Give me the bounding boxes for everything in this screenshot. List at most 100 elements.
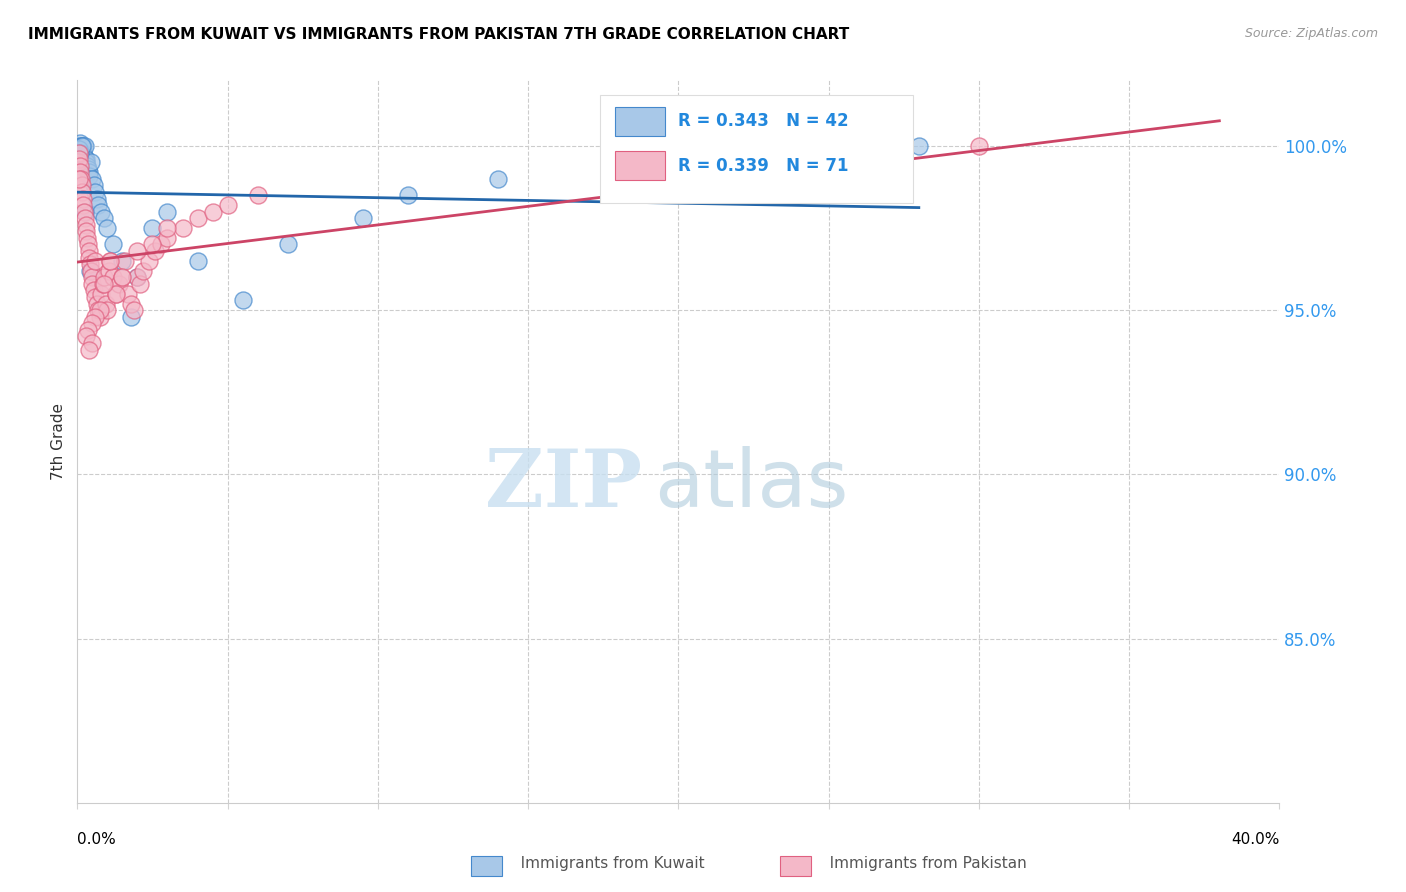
Point [79,169,101,183]
Point [70,139,93,153]
Point [186,254,209,268]
Point [141,237,163,252]
Point [111,270,134,285]
Point [73,149,96,163]
Point [67,155,90,169]
Point [86,296,108,310]
Point [94,296,117,310]
Point [103,270,125,285]
Point [84,185,107,199]
Point [103,237,125,252]
Point [80,155,103,169]
Point [277,237,299,252]
Point [86,192,108,206]
Point [76,159,98,173]
Point [77,244,100,258]
Point [129,277,152,291]
Point [70,171,93,186]
Point [145,244,167,258]
Point [72,192,94,206]
Point [79,264,101,278]
Point [84,290,107,304]
Point [396,188,419,202]
Point [93,270,115,285]
Text: Immigrants from Kuwait: Immigrants from Kuwait [506,856,704,871]
Text: atlas: atlas [654,446,849,524]
Point [186,211,209,226]
Point [76,237,98,252]
Point [69,136,91,150]
Point [201,204,224,219]
Point [72,139,94,153]
Text: IMMIGRANTS FROM KUWAIT VS IMMIGRANTS FROM PAKISTAN 7TH GRADE CORRELATION CHART: IMMIGRANTS FROM KUWAIT VS IMMIGRANTS FRO… [28,27,849,42]
Text: Immigrants from Pakistan: Immigrants from Pakistan [815,856,1028,871]
Point [93,211,115,226]
Point [83,284,105,298]
Y-axis label: 7th Grade: 7th Grade [51,403,66,480]
Point [908,139,931,153]
Point [79,251,101,265]
Point [75,155,97,169]
Point [138,254,160,268]
Point [96,221,118,235]
Point [127,270,149,285]
Point [150,237,173,252]
Point [246,188,269,202]
Point [156,221,179,235]
FancyBboxPatch shape [600,95,912,203]
Point [79,257,101,271]
Point [90,204,112,219]
Point [80,270,103,285]
Point [87,198,110,212]
Point [120,296,142,310]
Point [83,254,105,268]
Point [156,204,179,219]
Point [82,171,104,186]
Point [124,303,146,318]
Point [76,323,98,337]
Point [217,198,239,212]
Point [73,204,96,219]
FancyBboxPatch shape [614,151,665,180]
Point [75,329,97,343]
Point [75,218,97,232]
Point [84,310,107,324]
Point [73,211,96,226]
Point [132,264,155,278]
Text: Source: ZipAtlas.com: Source: ZipAtlas.com [1244,27,1378,40]
Point [70,142,93,156]
Point [80,264,103,278]
Point [100,254,122,268]
Point [111,254,134,268]
Point [69,165,91,179]
Point [156,231,179,245]
Point [111,270,134,285]
Point [127,270,149,285]
Point [69,159,91,173]
Point [70,178,93,193]
Point [76,161,98,176]
Point [91,277,114,291]
Point [127,244,149,258]
Point [105,286,128,301]
Point [352,211,374,226]
Point [67,139,90,153]
Point [117,286,139,301]
Point [967,139,990,153]
Point [70,139,93,153]
Point [172,221,194,235]
Text: R = 0.339   N = 71: R = 0.339 N = 71 [679,156,849,175]
Point [89,310,111,324]
Point [80,316,103,330]
Point [108,277,131,291]
Point [67,171,90,186]
Point [83,178,105,193]
Point [75,152,97,166]
Point [100,254,122,268]
Point [72,198,94,212]
Point [76,231,98,245]
Point [82,277,104,291]
Point [82,336,104,351]
Point [79,343,101,357]
Text: 0.0%: 0.0% [77,831,117,847]
